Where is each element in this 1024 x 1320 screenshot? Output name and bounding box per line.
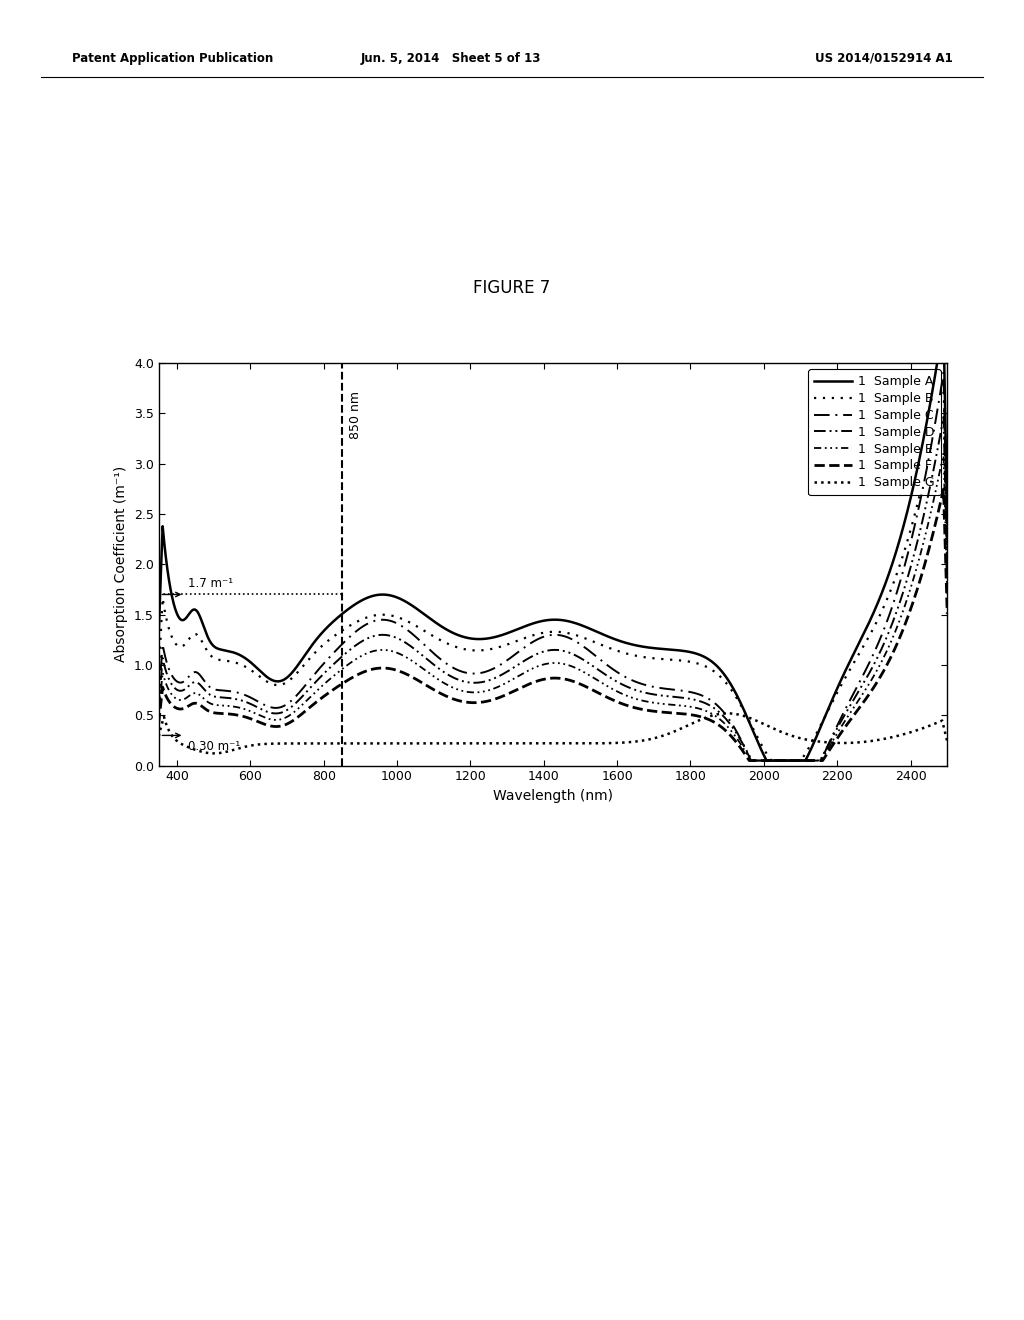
Y-axis label: Absorption Coefficient (m⁻¹): Absorption Coefficient (m⁻¹)	[115, 466, 128, 663]
Text: 0.30 m⁻¹: 0.30 m⁻¹	[188, 741, 241, 754]
Text: 1.7 m⁻¹: 1.7 m⁻¹	[188, 577, 233, 590]
Text: Jun. 5, 2014   Sheet 5 of 13: Jun. 5, 2014 Sheet 5 of 13	[360, 51, 541, 65]
Text: FIGURE 7: FIGURE 7	[473, 279, 551, 297]
Text: 850 nm: 850 nm	[349, 391, 361, 440]
Legend: 1  Sample A, 1  Sample B, 1  Sample C, 1  Sample D, 1  Sample E, 1  Sample F, 1 : 1 Sample A, 1 Sample B, 1 Sample C, 1 Sa…	[808, 370, 941, 495]
Text: Patent Application Publication: Patent Application Publication	[72, 51, 273, 65]
X-axis label: Wavelength (nm): Wavelength (nm)	[493, 789, 613, 803]
Text: US 2014/0152914 A1: US 2014/0152914 A1	[814, 51, 952, 65]
